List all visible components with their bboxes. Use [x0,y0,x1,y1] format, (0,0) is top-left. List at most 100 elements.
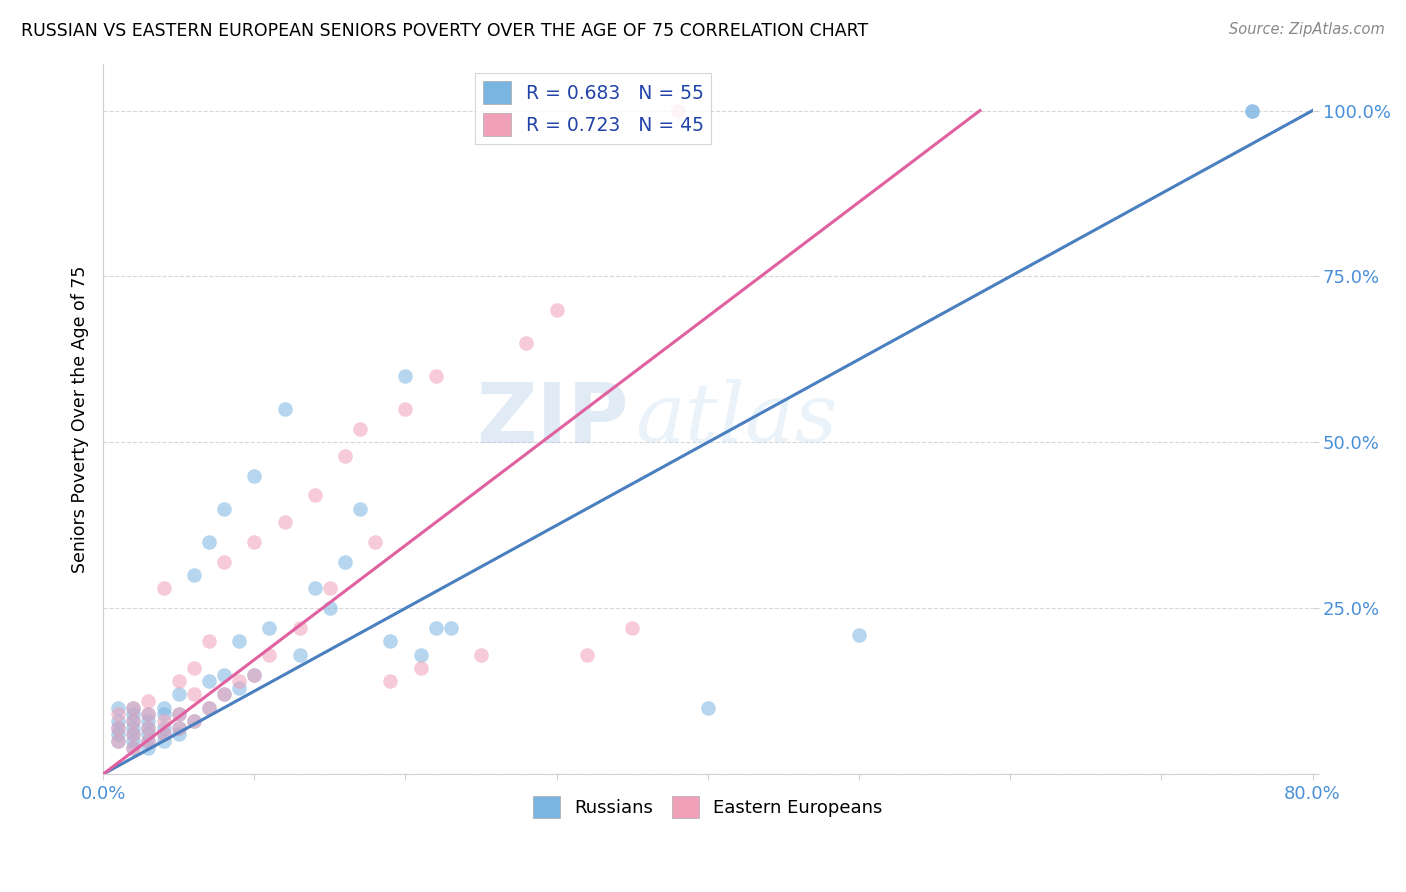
Point [107,700,129,714]
Text: Source: ZipAtlas.com: Source: ZipAtlas.com [1229,22,1385,37]
Point [107,714,129,728]
Point [122,727,145,741]
Point [138,740,160,755]
Point [138,734,160,748]
Point [259,621,281,635]
Point [198,534,221,549]
Point [167,727,190,741]
Point [152,727,174,741]
Point [198,700,221,714]
Point [319,582,342,596]
Point [243,468,266,483]
Point [167,707,190,722]
Point [167,688,190,702]
Point [409,661,432,675]
Point [470,648,492,662]
Point [1241,103,1264,118]
Point [288,621,311,635]
Point [425,621,447,635]
Point [440,621,463,635]
Point [666,103,689,118]
Point [243,667,266,681]
Point [198,634,221,648]
Point [380,674,402,689]
Point [138,727,160,741]
Point [349,422,371,436]
Point [212,688,235,702]
Point [696,700,718,714]
Point [152,727,174,741]
Point [138,707,160,722]
Point [122,700,145,714]
Point [546,302,568,317]
Point [138,721,160,735]
Point [243,534,266,549]
Point [122,740,145,755]
Point [167,674,190,689]
Point [122,714,145,728]
Point [228,674,250,689]
Point [152,714,174,728]
Point [138,721,160,735]
Point [122,721,145,735]
Point [122,734,145,748]
Point [138,714,160,728]
Point [122,740,145,755]
Point [273,515,295,529]
Point [288,648,311,662]
Point [394,402,416,417]
Point [138,694,160,708]
Point [333,555,356,569]
Point [409,648,432,662]
Point [304,582,326,596]
Point [319,601,342,615]
Point [167,721,190,735]
Point [1241,103,1264,118]
Point [138,707,160,722]
Text: atlas: atlas [636,379,838,459]
Point [107,721,129,735]
Point [138,734,160,748]
Point [122,727,145,741]
Point [349,501,371,516]
Point [152,582,174,596]
Point [243,667,266,681]
Point [259,648,281,662]
Point [621,621,644,635]
Point [228,681,250,695]
Point [107,734,129,748]
Point [304,488,326,502]
Point [212,501,235,516]
Point [107,734,129,748]
Point [183,661,205,675]
Point [107,707,129,722]
Text: ZIP: ZIP [477,378,630,459]
Point [273,402,295,417]
Point [107,727,129,741]
Point [167,707,190,722]
Point [122,700,145,714]
Point [198,674,221,689]
Point [515,335,537,350]
Point [364,534,387,549]
Point [228,634,250,648]
Legend: Russians, Eastern Europeans: Russians, Eastern Europeans [526,789,890,825]
Point [212,667,235,681]
Point [183,714,205,728]
Point [212,688,235,702]
Point [848,628,870,642]
Point [394,368,416,383]
Point [198,700,221,714]
Point [575,648,598,662]
Point [425,368,447,383]
Point [152,707,174,722]
Point [167,721,190,735]
Point [333,449,356,463]
Point [122,714,145,728]
Point [183,568,205,582]
Point [152,700,174,714]
Point [107,721,129,735]
Point [183,714,205,728]
Point [122,707,145,722]
Point [152,721,174,735]
